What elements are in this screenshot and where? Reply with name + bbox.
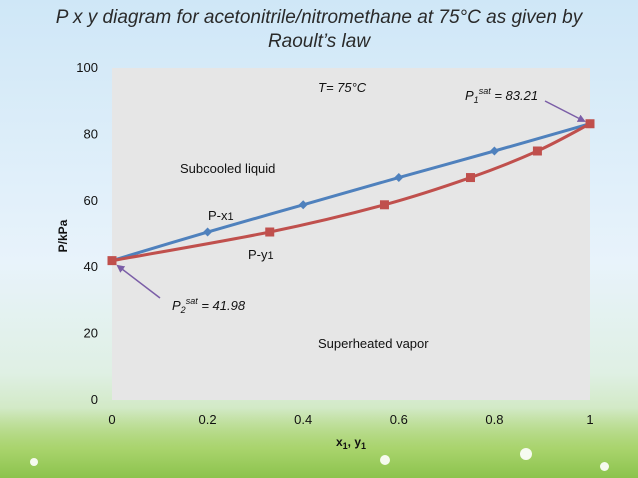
- data-point: [203, 227, 213, 237]
- data-point: [489, 146, 499, 156]
- flower-decoration: [600, 462, 609, 471]
- temperature-annotation: T= 75°C: [318, 80, 367, 95]
- p1-sat-annotation: P1sat = 83.21: [465, 86, 538, 105]
- y-tick-label: 40: [84, 259, 98, 274]
- x-tick-label: 0.6: [390, 412, 408, 427]
- x-tick-label: 0.2: [199, 412, 217, 427]
- flower-decoration: [30, 458, 38, 466]
- series-p-y1: [107, 119, 595, 266]
- y-tick-label: 100: [76, 60, 98, 75]
- p2-sat-annotation: P2sat = 41.98: [172, 296, 246, 315]
- y-axis-title: P/kPa: [56, 219, 70, 252]
- slide-title-line-1: P x y diagram for acetonitrile/nitrometh…: [55, 7, 583, 28]
- subcooled-liquid-label: Subcooled liquid: [180, 161, 275, 176]
- data-point: [466, 173, 475, 183]
- y-tick-label: 0: [91, 392, 98, 407]
- p1-sat-arrow: [544, 100, 586, 122]
- data-point: [394, 173, 404, 183]
- superheated-vapor-label: Superheated vapor: [318, 336, 429, 351]
- y-tick-label: 20: [84, 326, 98, 341]
- y-tick-label: 80: [84, 126, 98, 141]
- x-tick-label: 0.4: [294, 412, 312, 427]
- x-tick-label: 0.8: [485, 412, 503, 427]
- x-tick-label: 0: [108, 412, 115, 427]
- data-point: [532, 146, 542, 156]
- data-point: [107, 256, 117, 266]
- flower-decoration: [520, 448, 532, 460]
- data-point: [585, 119, 595, 129]
- x-axis-ticks: 0 0.2 0.4 0.6 0.8 1: [108, 412, 593, 427]
- y-tick-label: 60: [84, 193, 98, 208]
- py1-curve-label: P-y1: [248, 247, 274, 262]
- plot-area: [112, 68, 590, 400]
- x-tick-label: 1: [586, 412, 593, 427]
- data-point: [379, 200, 389, 210]
- grass-background: [0, 408, 638, 478]
- series-line: [111, 122, 591, 263]
- p2-sat-arrow: [116, 264, 161, 299]
- slide-title-line-2: Raoult’s law: [267, 31, 371, 52]
- y-axis-ticks: 0 20 40 60 80 100: [76, 60, 98, 407]
- data-point: [265, 227, 275, 237]
- x-axis-title: x1, y1: [336, 435, 366, 451]
- px1-curve-label: P-x1: [208, 208, 234, 223]
- flower-decoration: [380, 455, 390, 465]
- series-layer: [107, 119, 595, 266]
- slide-title: P x y diagram for acetonitrile/nitrometh…: [0, 6, 638, 54]
- data-point: [298, 200, 308, 210]
